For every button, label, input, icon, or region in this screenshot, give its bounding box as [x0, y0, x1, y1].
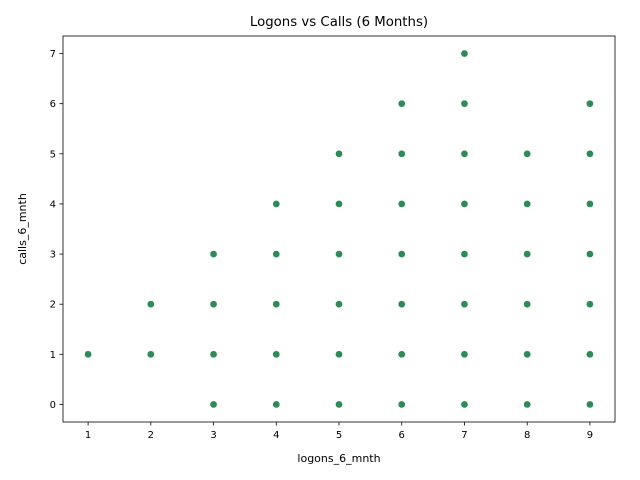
scatter-point [523, 250, 532, 258]
scatter-point [523, 300, 532, 309]
scatter-point [146, 300, 155, 309]
scatter-point [335, 300, 343, 309]
scatter-point [586, 350, 594, 359]
scatter-point [272, 300, 281, 309]
x-axis-label: logons_6_mnth [297, 452, 380, 465]
scatter-point [586, 400, 594, 409]
x-tick-label: 5 [336, 430, 342, 441]
scatter-point [397, 250, 406, 258]
scatter-point [209, 400, 218, 409]
y-tick-label: 5 [50, 149, 56, 160]
x-tick-label: 2 [148, 430, 154, 441]
scatter-point [209, 250, 218, 258]
scatter-point [586, 149, 594, 158]
y-axis-label: calls_6_mnth [16, 193, 29, 265]
scatter-point [586, 200, 594, 208]
x-tick-label: 9 [587, 430, 593, 441]
chart-title: Logons vs Calls (6 Months) [250, 15, 428, 30]
scatter-point [397, 200, 406, 208]
scatter-point [460, 49, 469, 58]
scatter-point [586, 99, 594, 108]
scatter-point [272, 400, 281, 409]
scatter-point [523, 400, 532, 409]
scatter-point [397, 400, 406, 409]
scatter-point [335, 350, 343, 359]
plot-area [84, 49, 594, 409]
scatter-point [460, 300, 469, 309]
scatter-point [272, 250, 281, 258]
scatter-point [523, 350, 532, 359]
axes: 1 2 3 4 5 6 7 8 9 0 1 2 3 4 5 6 7 [50, 35, 616, 441]
y-tick-label: 3 [50, 250, 56, 261]
scatter-point [335, 149, 343, 158]
x-tick-label: 6 [399, 430, 405, 441]
y-tick-label: 7 [50, 49, 56, 60]
x-tick-label: 8 [524, 430, 530, 441]
scatter-point [84, 350, 92, 359]
scatter-point [523, 200, 532, 208]
scatter-point [397, 300, 406, 309]
y-tick-label: 0 [50, 400, 56, 411]
scatter-point [460, 400, 469, 409]
scatter-point [523, 149, 532, 158]
scatter-point [272, 200, 281, 208]
x-tick-label: 7 [461, 430, 467, 441]
scatter-point [397, 99, 406, 108]
scatter-point [335, 400, 343, 409]
scatter-point [586, 300, 594, 309]
x-tick-label: 4 [273, 430, 279, 441]
scatter-point [335, 200, 343, 208]
scatter-point [460, 149, 469, 158]
x-tick-label: 3 [210, 430, 216, 441]
scatter-point [460, 99, 469, 108]
scatter-point [146, 350, 155, 359]
y-tick-label: 6 [50, 99, 56, 110]
y-tick-label: 2 [50, 300, 56, 311]
scatter-point [335, 250, 343, 258]
scatter-point [586, 250, 594, 258]
scatter-point [460, 350, 469, 359]
y-tick-label: 1 [50, 350, 56, 361]
y-tick-label: 4 [50, 199, 56, 210]
plot-frame [62, 35, 616, 423]
scatter-point [209, 300, 218, 309]
scatter-point [272, 350, 281, 359]
scatter-point [397, 149, 406, 158]
scatter-point [460, 250, 469, 258]
scatter-point [460, 200, 469, 208]
scatter-point [397, 350, 406, 359]
scatter-point [209, 350, 218, 359]
x-tick-label: 1 [85, 430, 91, 441]
